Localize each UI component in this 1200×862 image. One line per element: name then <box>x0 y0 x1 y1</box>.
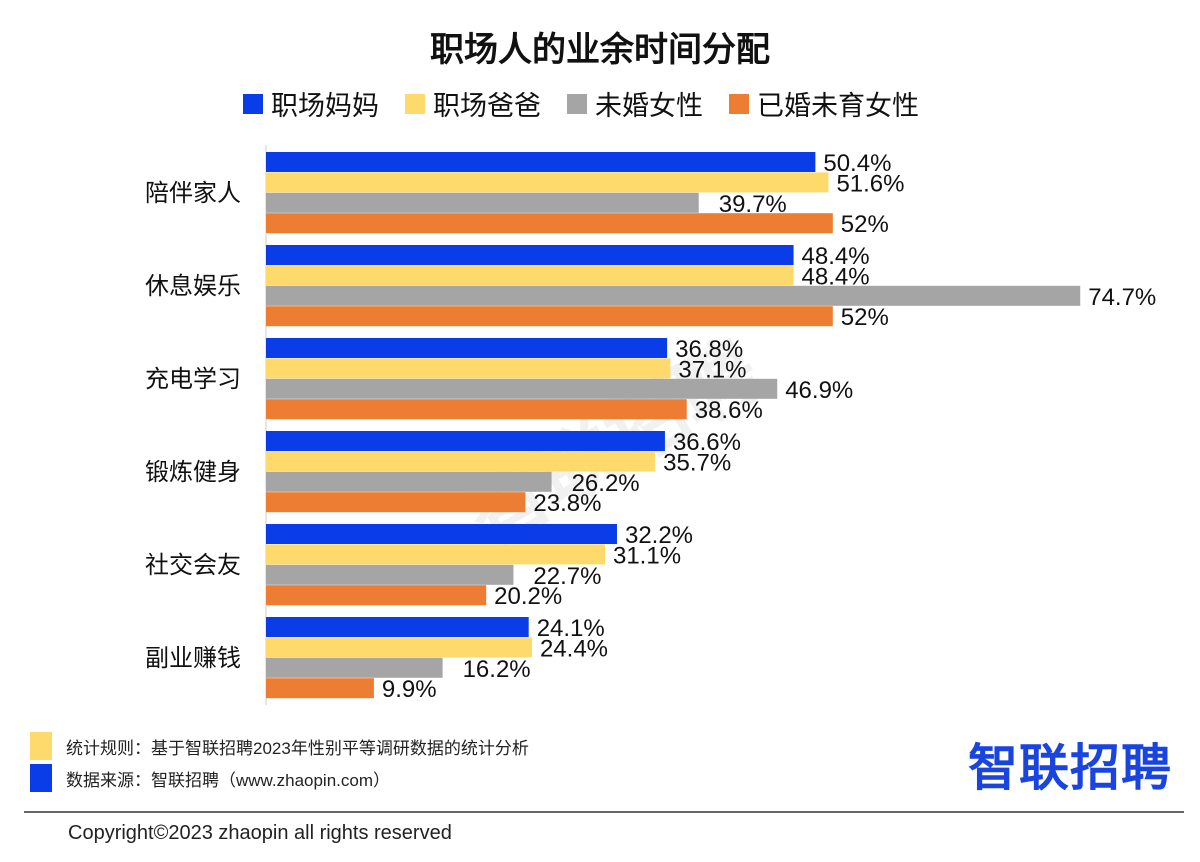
data-label: 31.1% <box>613 542 681 569</box>
bar <box>266 585 487 606</box>
data-label: 36.8% <box>675 336 743 363</box>
copyright: Copyright©2023 zhaopin all rights reserv… <box>68 822 452 844</box>
data-label: 22.7% <box>533 563 601 590</box>
category-label: 社交会友 <box>145 552 241 579</box>
bar <box>266 152 816 172</box>
legend-item: 未婚女性 <box>567 84 703 123</box>
legend-label: 未婚女性 <box>595 91 703 121</box>
bar <box>266 306 833 327</box>
data-label: 38.6% <box>695 397 763 424</box>
rule-swatch <box>30 732 52 760</box>
legend-item: 职场爸爸 <box>405 84 541 123</box>
data-label: 9.9% <box>382 676 437 703</box>
legend-swatch <box>243 93 263 114</box>
bar <box>266 451 656 472</box>
legend-label: 职场妈妈 <box>271 91 379 121</box>
footer-source: 数据来源：智联招聘（www.zhaopin.com） <box>30 764 390 792</box>
zhaopin-logo: 智联招聘 <box>968 740 1172 796</box>
source-text: 数据来源：智联招聘（www.zhaopin.com） <box>66 770 391 790</box>
data-label: 24.4% <box>540 635 608 662</box>
bar <box>266 192 699 213</box>
bar <box>266 213 833 234</box>
legend-label: 职场爸爸 <box>433 91 541 121</box>
data-label: 32.2% <box>625 522 693 549</box>
legend-item: 已婚未育女性 <box>729 84 919 123</box>
legend: 职场妈妈 职场爸爸 未婚女性 已婚未育女性 <box>243 84 919 123</box>
data-label: 51.6% <box>836 170 904 197</box>
legend-item: 职场妈妈 <box>243 84 379 123</box>
category-label: 锻炼健身 <box>145 459 241 486</box>
category-label: 副业赚钱 <box>145 645 241 672</box>
bar <box>266 358 671 379</box>
data-label: 26.2% <box>572 470 640 497</box>
data-label: 46.9% <box>785 377 853 404</box>
legend-swatch <box>567 93 587 114</box>
source-swatch <box>30 764 52 792</box>
bar <box>266 378 778 399</box>
data-label: 23.8% <box>533 490 601 517</box>
data-label: 52% <box>841 211 889 238</box>
data-label: 24.1% <box>537 615 605 642</box>
legend-swatch <box>729 93 749 114</box>
data-label: 36.6% <box>673 429 741 456</box>
bar <box>266 471 552 492</box>
bar <box>266 564 514 585</box>
chart-title: 职场人的业余时间分配 <box>430 31 770 69</box>
data-label: 48.4% <box>802 243 870 270</box>
bar <box>266 431 665 451</box>
bar <box>266 524 617 544</box>
bar <box>266 617 529 637</box>
legend-swatch <box>405 93 425 114</box>
bar <box>266 265 794 286</box>
data-label: 74.7% <box>1088 284 1156 311</box>
data-label: 50.4% <box>823 150 891 177</box>
category-label: 陪伴家人 <box>145 180 241 207</box>
data-label: 35.7% <box>663 449 731 476</box>
bar <box>266 544 605 565</box>
category-label: 充电学习 <box>145 366 241 393</box>
bar <box>266 338 668 358</box>
bar <box>266 492 526 513</box>
bar <box>266 399 687 420</box>
bar <box>266 657 443 678</box>
data-label: 16.2% <box>463 656 531 683</box>
data-label: 20.2% <box>494 583 562 610</box>
footer-rule: 统计规则：基于智联招聘2023年性别平等调研数据的统计分析 <box>30 732 529 760</box>
legend-label: 已婚未育女性 <box>757 91 919 121</box>
rule-text: 统计规则：基于智联招聘2023年性别平等调研数据的统计分析 <box>66 738 529 758</box>
bar <box>266 678 374 699</box>
data-label: 52% <box>841 304 889 331</box>
divider <box>24 811 1184 813</box>
category-label: 休息娱乐 <box>145 273 241 300</box>
bar <box>266 285 1081 306</box>
bar <box>266 245 794 265</box>
bar-chart: 陪伴家人50.4%51.6%39.7%52%休息娱乐48.4%48.4%74.7… <box>145 145 1156 705</box>
bar <box>266 172 829 193</box>
bar <box>266 637 532 658</box>
